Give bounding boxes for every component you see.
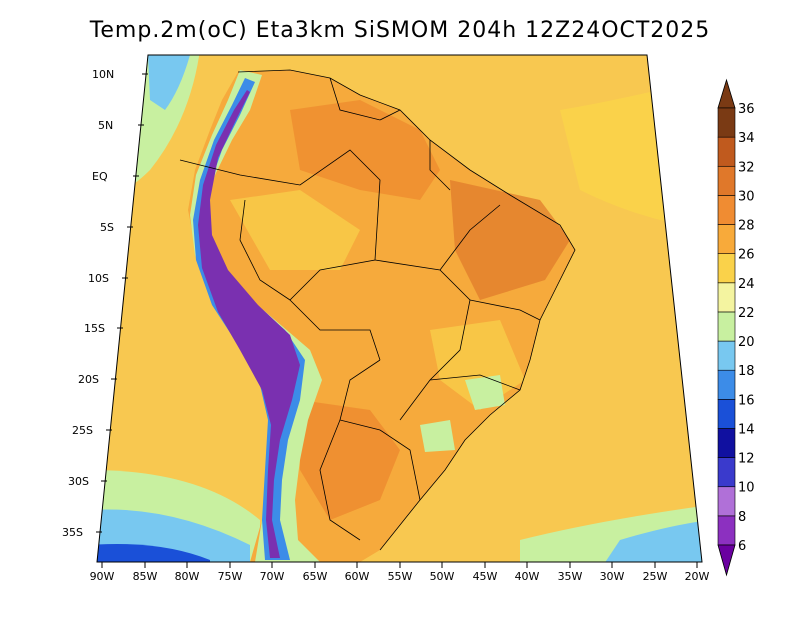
colorbar-cell [717,515,736,546]
colorbar-cell [717,399,736,429]
map-title: Temp.2m(oC) Eta3km SiSMOM 204h 12Z24OCT2… [89,18,711,43]
lon-tick-label: 70W [260,570,285,583]
colorbar-label: 24 [738,277,755,292]
colorbar-label: 22 [738,306,755,321]
cool-highlands [465,375,505,410]
colorbar-cell [717,136,736,167]
andes-peaks [198,90,300,558]
lon-tick-label: 80W [175,570,200,583]
colorbar-cell [717,107,736,138]
temperature-field [97,55,702,562]
colorbar-label: 10 [738,481,755,496]
colorbar-cell [717,253,736,284]
colorbar-label: 14 [738,422,755,437]
colorbar-label: 34 [738,131,755,146]
lat-tick-label: 15S [84,322,105,335]
lon-tick-label: 60W [345,570,370,583]
colorbar-cell [717,311,736,342]
cold-band-northwest [148,55,190,110]
lat-tick-label: 25S [72,424,93,437]
colorbar-cell [717,340,736,371]
colorbar-cell [717,486,736,517]
colorbar-label: 8 [738,510,746,525]
colorbar-labels: 6 8 10 12 14 16 18 20 22 24 26 28 30 32 34 36 [738,102,755,554]
colorbar-label: 36 [738,102,755,117]
hot-south [300,400,400,520]
colorbar-label: 6 [738,539,746,554]
colorbar-cell [717,195,736,225]
cold-band-southeast [600,520,702,562]
lat-tick-label: 10S [88,272,109,285]
hot-northeast [450,180,570,300]
lon-axis: 90W 85W 80W 75W 70W 65W 60W 55W 50W 45W … [90,562,710,583]
lat-axis: 10N 5N EQ 5S 10S 15S 20S 25S [62,68,148,539]
hot-amazon [290,100,440,200]
lon-tick-label: 25W [643,570,668,583]
colorbar-cells [717,107,736,546]
colorbar-cap-bottom [717,544,736,577]
country-borders [179,69,576,551]
lat-tick-label: 5N [98,119,113,132]
lon-tick-label: 50W [430,570,455,583]
colorbar-cap-top [717,78,736,109]
lat-tick-label: EQ [92,170,108,183]
lat-tick-label: 35S [62,526,83,539]
colorbar-label: 12 [738,452,755,467]
lon-tick-label: 85W [133,570,158,583]
lon-tick-label: 55W [388,570,413,583]
colorbar-label: 32 [738,160,755,175]
lon-tick-label: 45W [473,570,498,583]
lon-tick-label: 90W [90,570,115,583]
map-frame [96,54,703,563]
colorbar-cell [717,369,736,400]
colorbar-cell [717,224,736,254]
colorbar-label: 26 [738,248,755,263]
lon-tick-label: 30W [600,570,625,583]
colorbar-cell [717,282,736,313]
colorbar-label: 18 [738,364,755,379]
lon-tick-label: 35W [558,570,583,583]
colorbar-label: 20 [738,335,755,350]
colorbar-cell [717,165,736,196]
colorbar: 6 8 10 12 14 16 18 20 22 24 26 28 30 32 34 36 [717,78,755,577]
lat-tick-label: 5S [100,221,114,234]
mild-west-amazon [230,190,360,270]
colorbar-cell [717,428,736,458]
lat-tick-label: 10N [92,68,114,81]
colorbar-label: 16 [738,393,755,408]
colorbar-cell [717,457,736,488]
colder-band-southwest [97,544,210,562]
lat-tick-label: 20S [78,373,99,386]
lon-tick-label: 20W [685,570,710,583]
lat-tick-label: 30S [68,475,89,488]
colorbar-label: 28 [738,219,755,234]
lon-tick-label: 75W [218,570,243,583]
lon-tick-label: 40W [515,570,540,583]
lon-tick-label: 65W [303,570,328,583]
cool-serra [420,420,455,452]
colorbar-label: 30 [738,189,755,204]
